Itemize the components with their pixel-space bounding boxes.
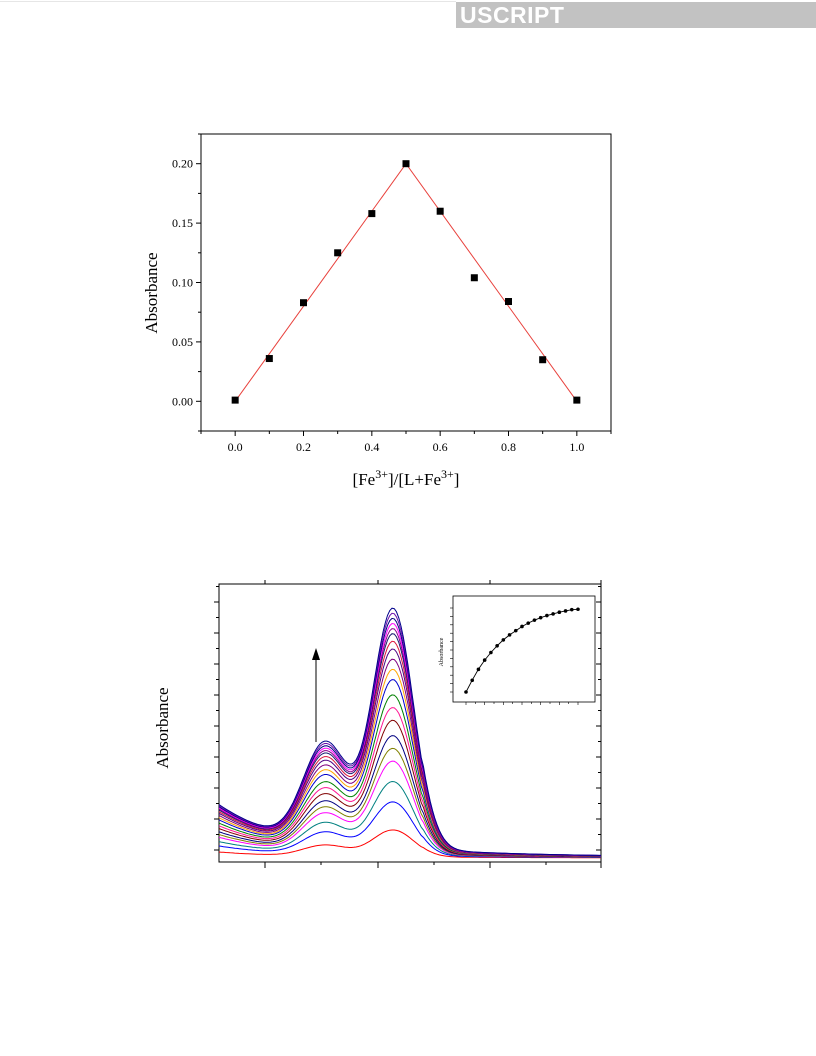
chart1-ylabel: Absorbance: [142, 252, 161, 333]
data-point-marker: [231, 396, 239, 404]
chart1-frame: [200, 133, 612, 432]
xlabel-part-1: 3+: [375, 467, 388, 481]
data-point-marker: [402, 160, 410, 168]
data-point-marker: [573, 396, 581, 404]
fit-line-segment: [234, 162, 578, 402]
x-tick-label: 0.0: [228, 440, 243, 454]
data-point-marker: [265, 355, 273, 363]
chart1-xlabel: [Fe3+]/[L+Fe3+]: [353, 467, 460, 489]
chart1-fit-line: [234, 162, 578, 402]
x-tick-label: 0.6: [433, 440, 448, 454]
y-tick-label: 0.15: [172, 216, 193, 230]
y-tick-label: 0.00: [172, 394, 193, 408]
data-point-marker: [436, 207, 444, 215]
y-tick-label: 0.10: [172, 276, 193, 290]
banner-text: USCRIPT: [460, 2, 565, 28]
data-point-marker: [300, 299, 307, 307]
manuscript-banner: USCRIPT: [456, 2, 816, 28]
data-point-marker: [334, 249, 342, 257]
header-rule: [0, 1, 456, 2]
data-point-marker: [539, 356, 547, 364]
y-tick-label: 0.05: [172, 335, 193, 349]
xlabel-part-3: 3+: [441, 467, 454, 481]
chart1-ticks: 0.0 0.2 0.4 0.6 0.8 1.0 0.00 0.05 0.10 0.15 0.20: [172, 133, 612, 454]
data-point-marker: [505, 298, 512, 306]
x-tick-label: 0.8: [501, 440, 516, 454]
chart1-data-points: [231, 160, 581, 404]
x-tick-label: 0.2: [296, 440, 311, 454]
x-tick-label: 1.0: [569, 440, 584, 454]
data-point-marker: [368, 210, 376, 218]
xlabel-part-2: ]/[L+Fe: [388, 470, 441, 489]
y-tick-label: 0.20: [172, 157, 193, 171]
xlabel-part-4: ]: [454, 470, 460, 489]
xlabel-part-0: [Fe: [353, 470, 376, 489]
data-point-marker: [470, 274, 478, 282]
x-tick-label: 0.4: [364, 440, 379, 454]
